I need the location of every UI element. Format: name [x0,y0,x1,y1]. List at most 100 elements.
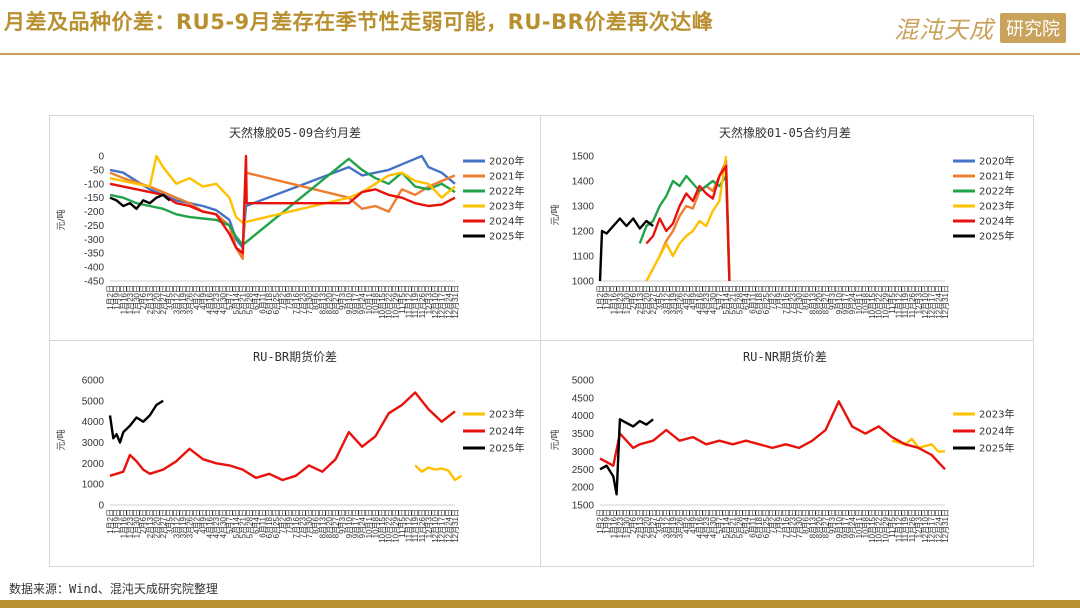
x-tick-label: 2月6日 [139,285,148,310]
x-tick-label: 1月23日 [616,509,625,538]
x-tick-label: 3月12日 [662,285,671,314]
x-tick-label: 12月31日 [941,509,950,543]
legend-label: 2021年 [979,170,1014,183]
x-tick-label: 3月5日 [656,509,665,534]
x-tick-label: 9月17日 [841,509,850,538]
x-tick-label: 4月2日 [682,285,691,310]
legend-label: 2025年 [979,230,1014,243]
x-tick-label: 4月9日 [689,285,698,310]
x-tick-label: 4月16日 [206,285,215,314]
legend-label: 2025年 [979,442,1014,455]
x-tick-label: 12月24日 [934,285,943,319]
x-tick-label: 3月19日 [179,285,188,314]
x-tick-label: 10月15日 [378,509,387,543]
x-tick-label: 7月16日 [292,285,301,314]
x-tick-label: 10月15日 [378,285,387,319]
x-tick-label: 1月9日 [603,285,612,310]
x-tick-label: 11月19日 [411,285,420,318]
x-tick-label: 8月6日 [802,509,811,534]
y-tick-label: 3000 [82,438,105,449]
x-tick-label: 7月9日 [285,509,294,534]
series-line-2023 [645,155,728,282]
x-tick-label: 7月16日 [782,285,791,314]
y-tick-label: -200 [84,207,104,218]
x-tick-label: 5月14日 [232,509,241,538]
x-tick-label: 1月30日 [133,509,142,538]
x-tick-label: 8月20日 [325,285,334,314]
x-tick-label: 12月10日 [921,285,930,319]
x-tick-label: 7月2日 [279,509,288,534]
x-tick-label: 7月9日 [775,285,784,310]
y-tick-label: -100 [84,179,104,190]
y-tick-label: 3000 [572,447,595,458]
legend-label: 2025年 [489,230,524,243]
x-tick-label: 8月13日 [318,285,327,314]
x-tick-label: 7月16日 [782,509,791,538]
x-tick-label: 1月23日 [126,285,135,314]
x-tick-label: 8月27日 [332,285,341,314]
x-tick-label: 5月28日 [735,509,744,538]
x-tick-label: 11月26日 [908,285,917,318]
x-tick-label: 8月20日 [815,509,824,538]
x-tick-label: 10月1日 [855,509,864,538]
y-tick-label: -150 [84,193,104,204]
x-tick-label: 10月1日 [365,509,374,538]
x-tick-label: 4月9日 [689,509,698,534]
y-tick-label: 4000 [572,411,595,422]
x-tick-label: 11月12日 [405,509,414,542]
x-tick-label: 8月27日 [822,285,831,314]
x-tick-label: 4月30日 [709,509,718,538]
x-tick-label: 8月20日 [815,285,824,314]
x-tick-label: 12月17日 [438,509,447,543]
x-tick-label: 10月22日 [385,285,394,319]
x-tick-label: 3月5日 [656,285,665,310]
x-tick-label: 10月29日 [881,509,890,543]
x-tick-label: 2月20日 [152,285,161,314]
x-tick-label: 6月11日 [749,509,758,538]
x-tick-label: 7月30日 [305,509,314,538]
x-tick-label: 2月20日 [642,509,651,538]
x-tick-label: 1月2日 [596,509,605,534]
x-tick-label: 6月4日 [252,509,261,534]
y-tick-label: 4000 [82,417,105,428]
x-tick-label: 5月21日 [239,285,248,314]
y-tick-label: -350 [84,249,104,260]
x-tick-label: 1月16日 [609,285,618,314]
x-tick-label: 8月20日 [325,509,334,538]
series-line-2025 [109,193,171,211]
x-tick-label: 3月26日 [676,285,685,314]
x-tick-label: 5月7日 [225,285,234,310]
x-tick-label: 5月7日 [225,509,234,534]
x-tick-label: 12月3日 [914,509,923,538]
legend-label: 2024年 [489,215,524,228]
x-tick-label: 8月6日 [312,285,321,310]
chart-grid-frame [49,115,1034,567]
x-tick-label: 5月14日 [232,285,241,314]
x-tick-label: 12月31日 [451,285,460,319]
x-tick-label: 1月16日 [609,509,618,538]
x-tick-label: 9月17日 [351,285,360,314]
x-tick-label: 9月17日 [841,285,850,314]
chart-3: RU-BR期货价差元/吨60005000400030002000100001月2… [55,349,524,543]
x-tick-label: 5月28日 [245,509,254,538]
x-tick-label: 1月30日 [133,285,142,314]
x-tick-label: 4月16日 [696,285,705,314]
x-tick-label: 4月23日 [212,285,221,314]
x-tick-label: 2月13日 [636,285,645,314]
x-tick-label: 5月21日 [729,285,738,314]
x-tick-label: 12月10日 [921,509,930,543]
chart-title: RU-NR期货价差 [743,349,827,364]
y-axis-label: 元/吨 [549,429,561,450]
x-tick-label: 9月3日 [828,285,837,310]
legend-label: 2025年 [489,442,524,455]
y-tick-label: 1000 [82,480,105,491]
x-tick-label: 8月6日 [802,285,811,310]
x-tick-label: 12月17日 [928,509,937,543]
series-line-2022 [109,157,456,247]
x-tick-label: 4月23日 [702,509,711,538]
x-tick-label: 11月12日 [405,285,414,318]
x-tick-label: 5月7日 [715,509,724,534]
x-tick-label: 10月8日 [861,285,870,314]
